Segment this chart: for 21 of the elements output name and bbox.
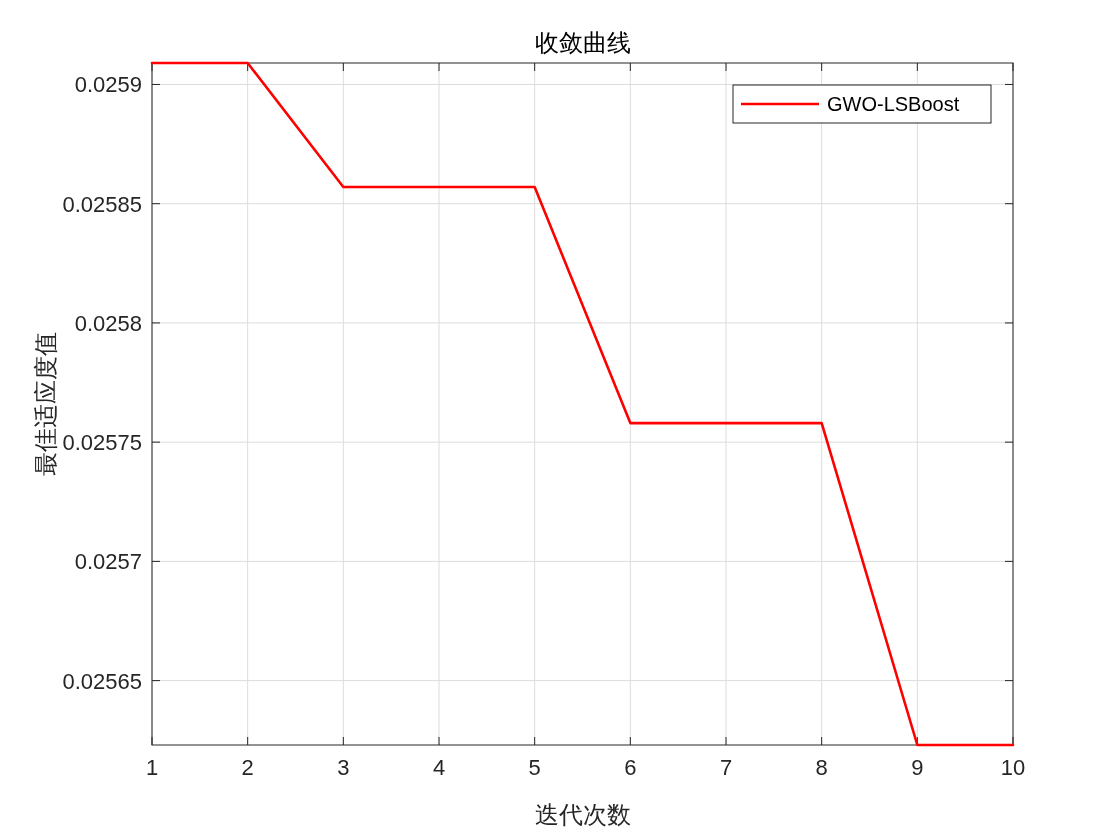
y-tick-label: 0.0257 [74, 549, 142, 575]
y-tick-label: 0.02565 [62, 668, 142, 694]
x-axis-title: 迭代次数 [534, 801, 631, 828]
x-tick-label: 6 [624, 755, 637, 780]
x-tick-label: 10 [1000, 755, 1026, 780]
y-axis-title: 最佳适应度值 [32, 332, 59, 476]
y-tick-label: 0.02575 [62, 430, 142, 456]
x-tick-label: 3 [337, 755, 350, 780]
y-tick-label: 0.0259 [74, 72, 142, 98]
x-tick-label: 9 [911, 755, 924, 780]
x-tick-label: 2 [241, 755, 254, 780]
legend-label: GWO-LSBoost [827, 93, 960, 115]
x-tick-label: 1 [145, 755, 159, 780]
x-tick-label: 5 [528, 755, 541, 780]
line-series [150, 61, 1015, 747]
chart-title: 收敛曲线 [534, 29, 631, 56]
y-tick-label: 0.0258 [74, 310, 142, 336]
y-tick-label: 0.02585 [62, 191, 142, 217]
x-tick-label: 4 [432, 755, 446, 780]
x-tick-label: 7 [719, 755, 733, 780]
x-tick-label: 8 [815, 755, 828, 780]
